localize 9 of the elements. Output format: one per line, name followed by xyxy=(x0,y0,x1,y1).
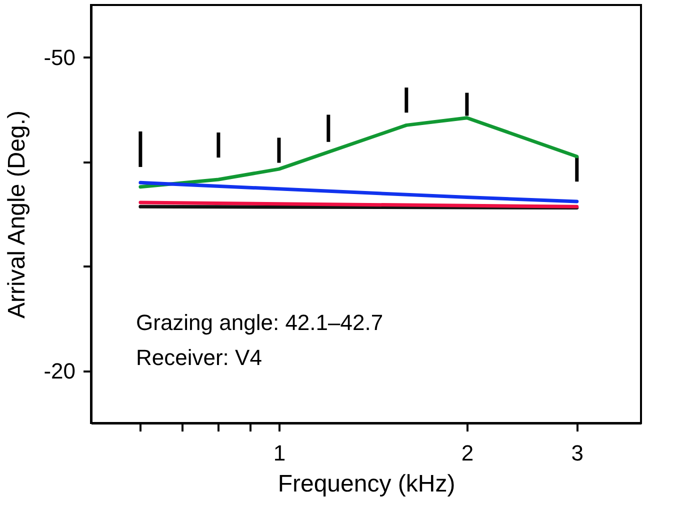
annotation: Receiver: V4 xyxy=(136,345,262,370)
y-tick-label: -50 xyxy=(44,44,76,70)
x-tick-label: 1 xyxy=(273,440,286,466)
x-tick-label: 2 xyxy=(461,440,474,466)
y-tick-label: -20 xyxy=(44,358,76,384)
x-axis-title: Frequency (kHz) xyxy=(278,470,456,498)
x-tick-label: 3 xyxy=(571,440,584,466)
annotation: Grazing angle: 42.1–42.7 xyxy=(136,310,384,335)
y-axis-title: Arrival Angle (Deg.) xyxy=(4,110,31,319)
